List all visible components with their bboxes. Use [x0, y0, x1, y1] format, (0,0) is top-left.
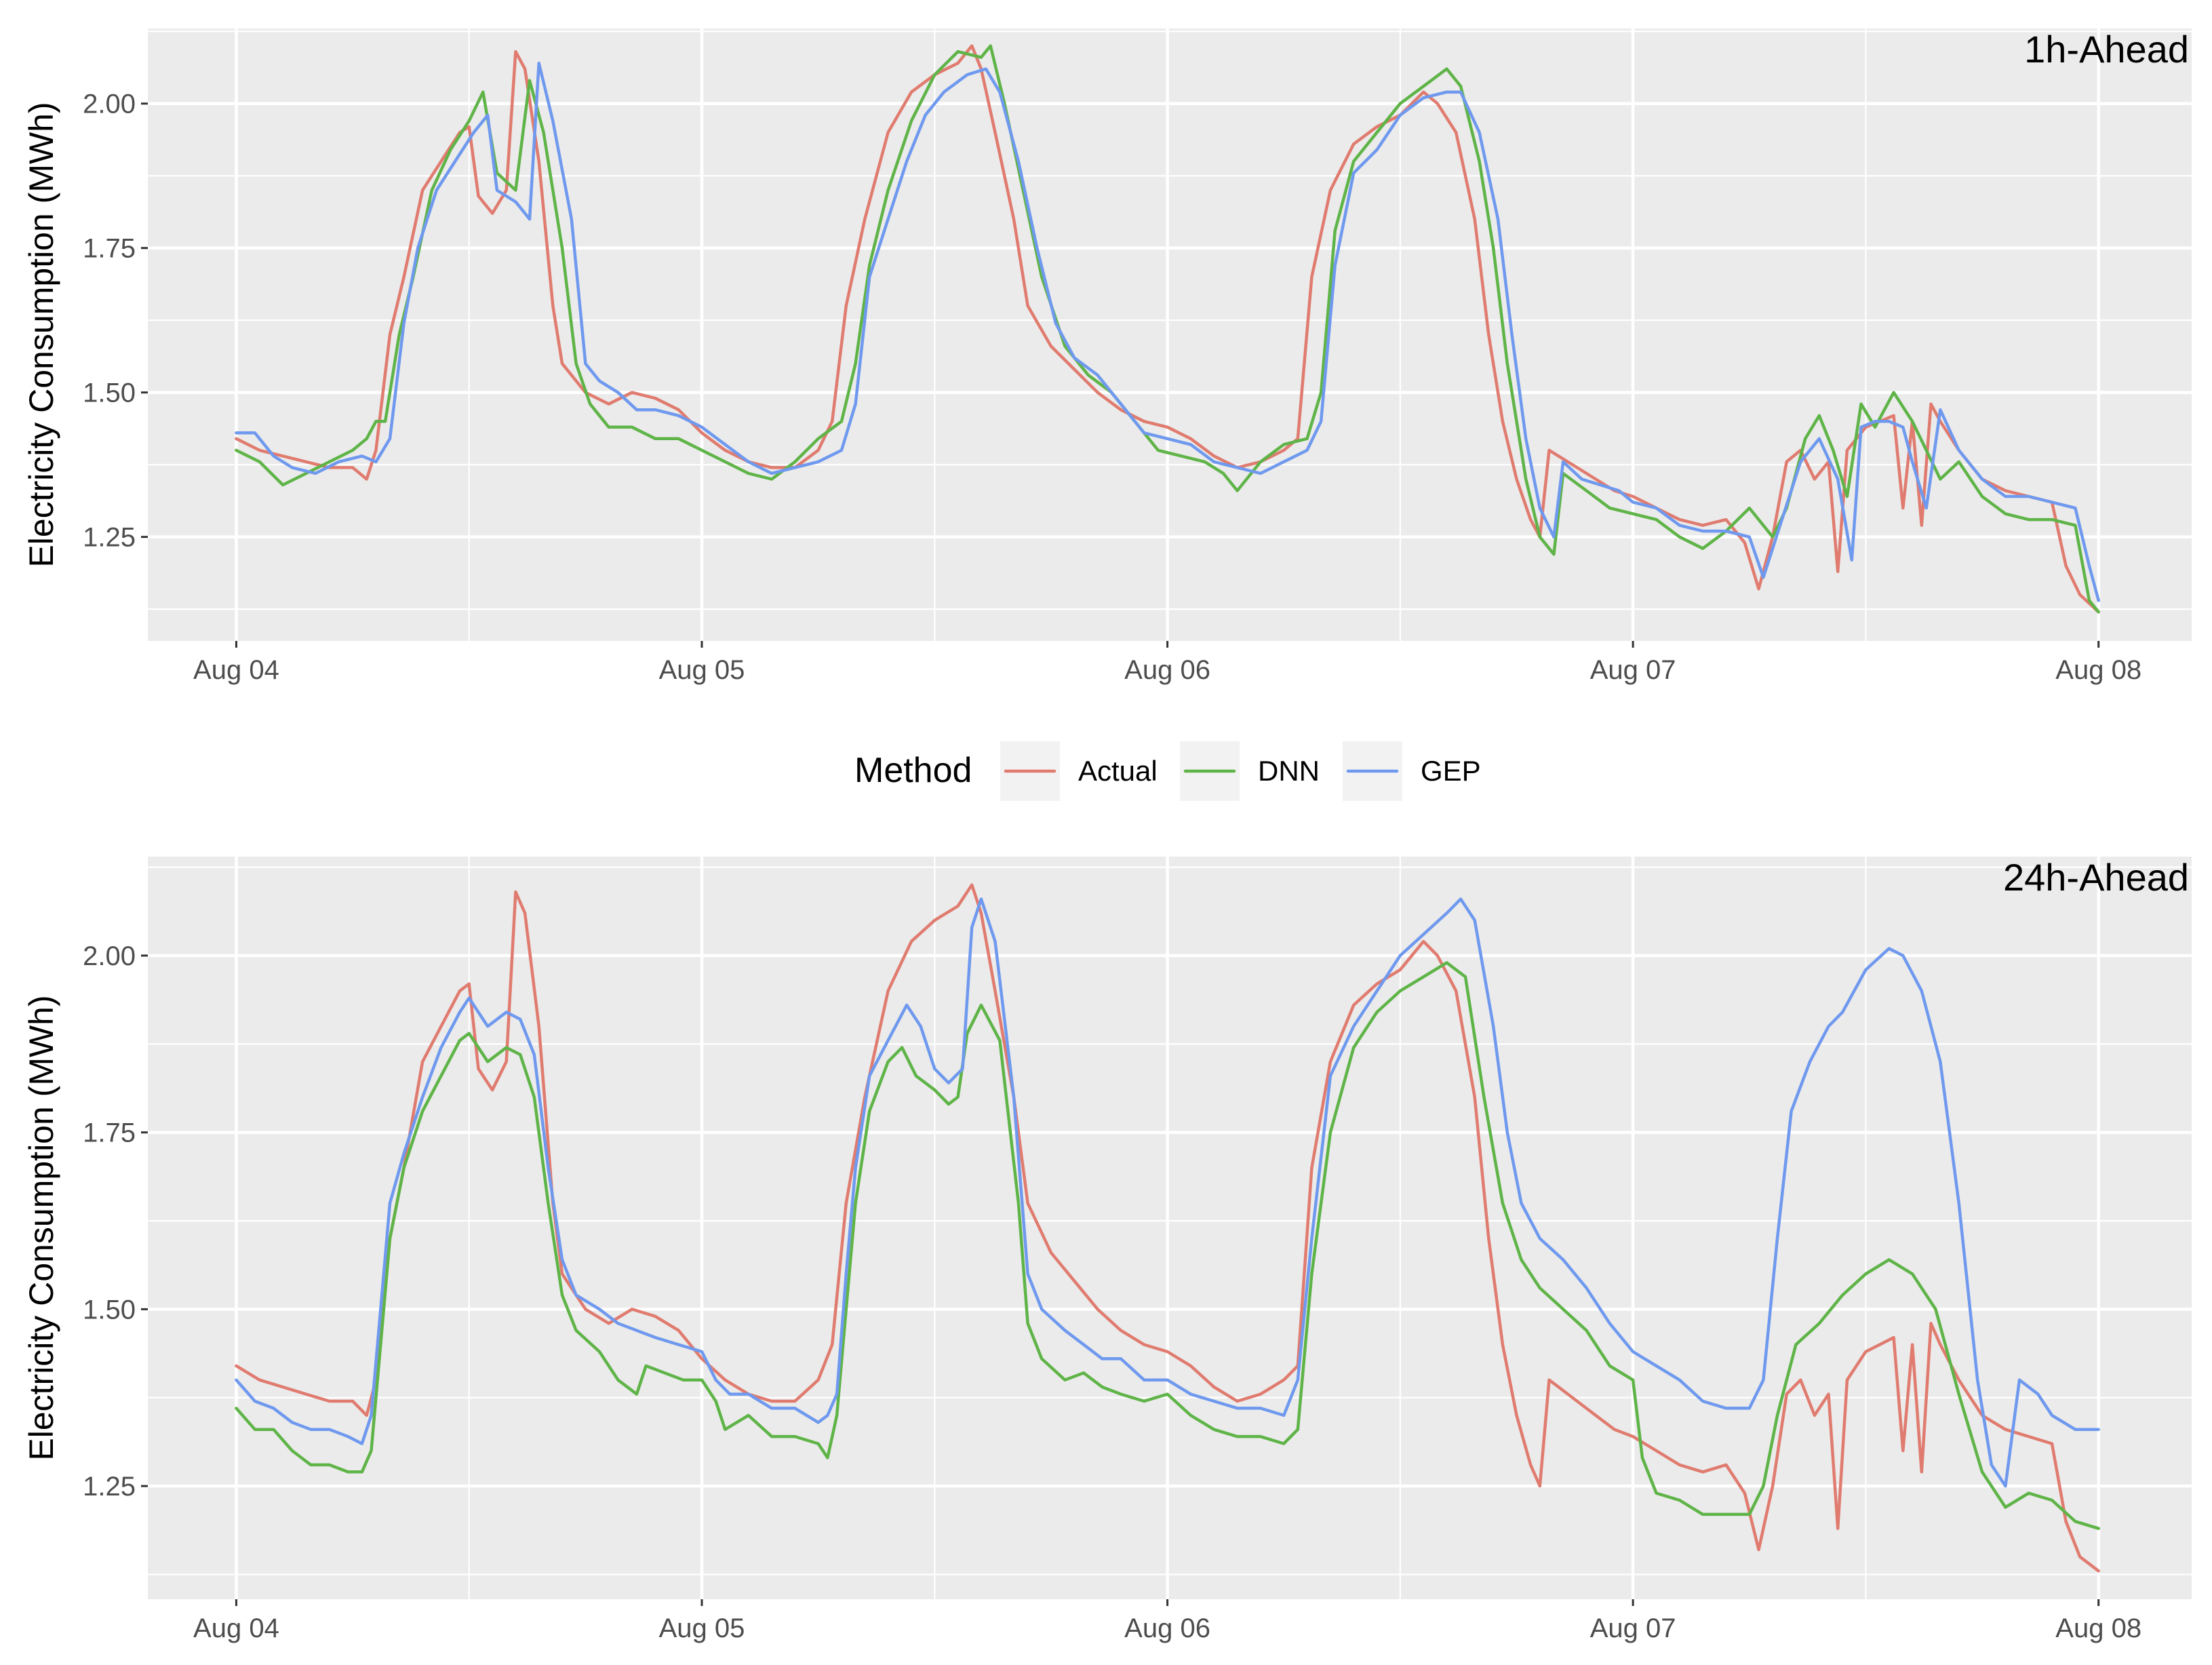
x-tick-label: Aug 04: [193, 1613, 279, 1643]
y-tick-label: 2.00: [83, 941, 136, 971]
series-line-dnn: [235, 44, 2100, 614]
panel-label: 24h-Ahead: [2003, 856, 2189, 899]
legend: Method Actual DNN GEP: [854, 741, 1481, 801]
legend-label-gep: GEP: [1421, 755, 1481, 787]
y-tick-label: 1.25: [83, 1472, 136, 1502]
y-tick-label: 1.75: [83, 1118, 136, 1148]
y-axis-title: Electricity Consumption (MWh): [22, 102, 60, 567]
x-tick-label: Aug 05: [659, 655, 745, 685]
series-line-actual: [235, 44, 2100, 614]
legend-label-actual: Actual: [1078, 755, 1158, 787]
series-line-actual: [235, 883, 2100, 1573]
x-tick-label: Aug 07: [1590, 1613, 1676, 1643]
y-tick-label: 2.00: [83, 90, 136, 119]
panel-background: [148, 28, 2192, 641]
y-axis-title: Electricity Consumption (MWh): [22, 995, 60, 1460]
panel-1h-ahead: 1.25 1.50 1.75 2.00 Aug 04 Aug 05 Aug 06 Aug 07…: [22, 28, 2192, 685]
x-tick-label: Aug 08: [2055, 655, 2141, 685]
y-tick-label: 1.75: [83, 234, 136, 264]
x-tick-label: Aug 08: [2055, 1613, 2141, 1643]
y-tick-label: 1.25: [83, 523, 136, 553]
y-tick-label: 1.50: [83, 1295, 136, 1325]
y-tick-label: 1.50: [83, 378, 136, 408]
x-tick-label: Aug 06: [1124, 655, 1210, 685]
series-line-gep: [235, 897, 2100, 1488]
legend-title: Method: [854, 751, 972, 790]
legend-label-dnn: DNN: [1258, 755, 1320, 787]
series-line-dnn: [235, 961, 2100, 1530]
series-line-gep: [235, 61, 2100, 602]
panel-label: 1h-Ahead: [2024, 28, 2189, 71]
x-tick-label: Aug 07: [1590, 655, 1676, 685]
panel-background: [148, 857, 2192, 1599]
x-tick-label: Aug 06: [1124, 1613, 1210, 1643]
x-tick-label: Aug 05: [659, 1613, 745, 1643]
panel-24h-ahead: 1.25 1.50 1.75 2.00 Aug 04 Aug 05 Aug 06 Aug 07…: [22, 856, 2192, 1643]
x-tick-label: Aug 04: [193, 655, 279, 685]
